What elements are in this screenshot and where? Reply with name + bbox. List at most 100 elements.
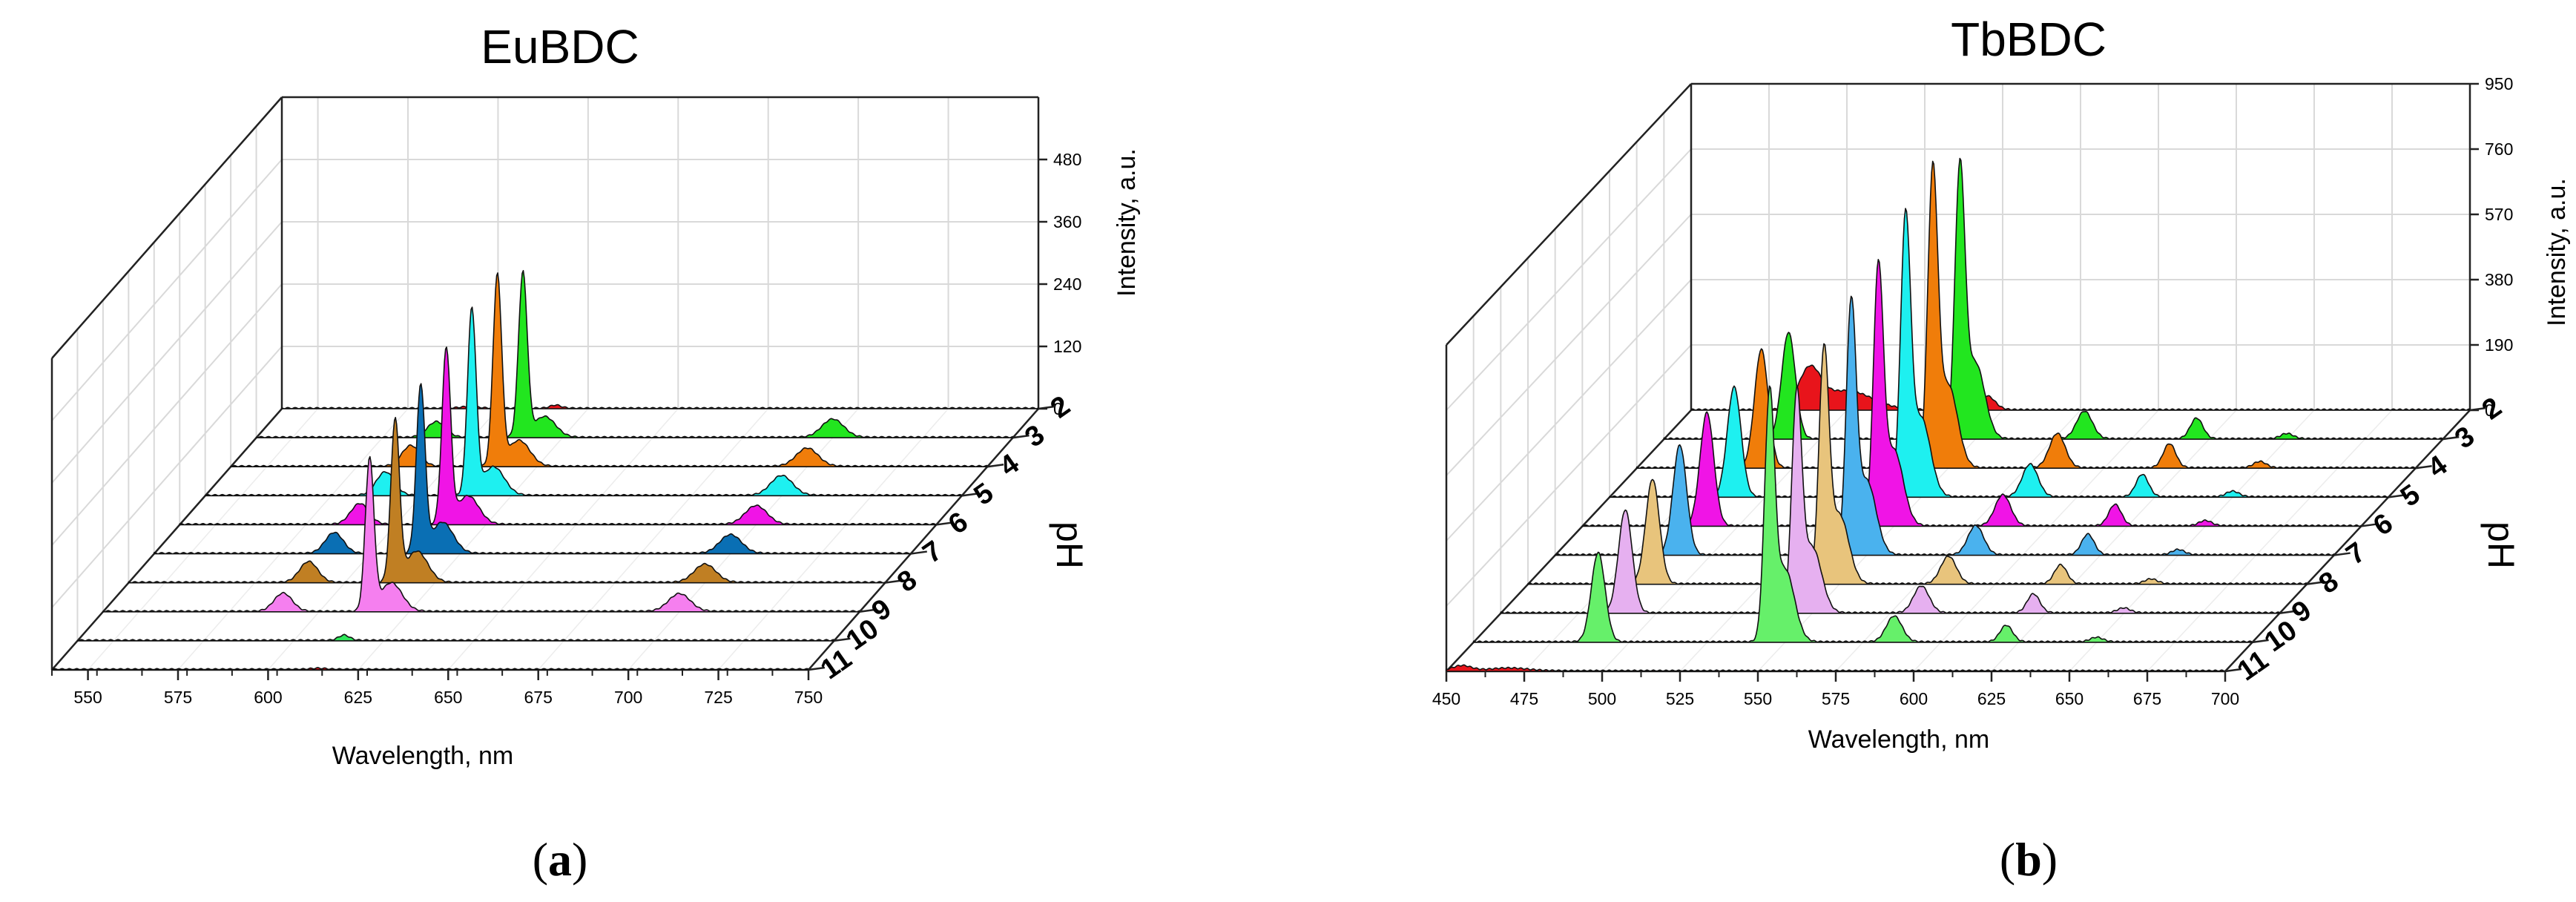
y-ticks: 0 120 240 360 480 xyxy=(1038,150,1081,418)
x-tick-label: 600 xyxy=(254,688,282,707)
spectra xyxy=(1446,157,2471,672)
ph-tick-mark xyxy=(910,550,927,555)
x-ticks: 450 475 500 525 550 575 600 625 650 675 700 xyxy=(1432,671,2239,708)
spectrum-ph-5 xyxy=(204,306,963,497)
ph-tick-mark xyxy=(2252,639,2269,644)
axis-edge xyxy=(1446,83,1692,346)
ph-tick-mark xyxy=(986,463,1004,468)
grid-line xyxy=(267,408,498,671)
x-tick-label: 650 xyxy=(2055,689,2083,708)
y-tick-label: 480 xyxy=(1053,150,1081,169)
ph-tick-mark xyxy=(1038,405,1055,410)
ph-tick-label: 10 xyxy=(2259,615,2303,659)
x-tick-label: 725 xyxy=(704,688,732,707)
x-axis-label: Wavelength, nm xyxy=(1808,725,1989,754)
axis-frame xyxy=(50,96,1040,671)
grid-line xyxy=(177,408,409,671)
spectrum-ph-3 xyxy=(1663,157,2444,440)
x-tick-label: 475 xyxy=(1510,689,1538,708)
chart-title: TbBDC xyxy=(1951,13,2106,66)
grid-line xyxy=(1913,409,2159,672)
y-axis-label: Intensity, a.u. xyxy=(2543,178,2571,326)
ph-tick-mark xyxy=(2333,552,2351,556)
y-tick-label: 0 xyxy=(1053,399,1063,418)
ph-tick-mark xyxy=(2224,668,2242,673)
x-tick-label: 550 xyxy=(1744,689,1772,708)
x-tick-label: 450 xyxy=(1432,689,1460,708)
spectrum-ph-3 xyxy=(255,270,1014,438)
y-tick-label: 360 xyxy=(1053,212,1081,231)
ph-tick-mark xyxy=(808,666,826,671)
x-tick-label: 525 xyxy=(1666,689,1694,708)
grid-line xyxy=(51,159,283,421)
chart-panel-eubdc: 550 575 600 625 650 675 700 725 750 0 120 240 360 480… xyxy=(50,20,1141,886)
spectrum-ph-4 xyxy=(230,272,988,467)
spectrum-ph-7 xyxy=(154,383,912,555)
spectrum-ph-9 xyxy=(102,455,860,613)
y-tick-label: 240 xyxy=(1053,274,1081,294)
grid-line xyxy=(358,408,589,671)
axis-edge xyxy=(51,408,283,671)
ph-tick-mark xyxy=(2361,523,2378,527)
ph-tick-mark xyxy=(2415,464,2432,470)
x-tick-label: 575 xyxy=(164,688,192,707)
x-tick-label: 625 xyxy=(1977,689,2006,708)
y-ticks: 0 190 380 570 760 950 xyxy=(2470,74,2513,420)
axis-edge xyxy=(51,96,283,359)
x-tick-label: 675 xyxy=(524,688,553,707)
x-tick-label: 625 xyxy=(344,688,372,707)
spectrum-ph-8 xyxy=(128,417,886,584)
ph-tick-mark xyxy=(2279,610,2296,615)
ph-tick-mark xyxy=(2388,494,2405,498)
grid-line xyxy=(2069,409,2315,672)
ph-tick-mark xyxy=(859,608,877,613)
ph-tick-mark xyxy=(2442,435,2460,441)
y-tick-label: 950 xyxy=(2485,74,2513,93)
spectrum-ph-7 xyxy=(1554,295,2335,556)
grid-line xyxy=(51,221,283,484)
ph-axis xyxy=(808,408,1039,671)
x-tick-label: 575 xyxy=(1822,689,1850,708)
spectrum-ph-4 xyxy=(1635,160,2417,469)
panel-caption: (b) xyxy=(2000,833,2058,886)
grid xyxy=(51,96,1039,671)
x-tick-label: 600 xyxy=(1900,689,1928,708)
spectrum-ph-8 xyxy=(1527,343,2307,585)
spectrum-ph-9 xyxy=(1500,386,2281,614)
spectra xyxy=(51,270,1039,671)
y-tick-label: 380 xyxy=(2485,270,2513,289)
x-tick-label: 550 xyxy=(73,688,102,707)
ph-axis-label: pH xyxy=(2480,521,2522,569)
grid-line xyxy=(718,408,949,671)
spectrum-ph-6 xyxy=(179,346,937,526)
x-tick-label: 650 xyxy=(434,688,462,707)
panel-caption: (a) xyxy=(533,833,588,886)
grid-line xyxy=(1446,344,1692,607)
x-tick-label: 700 xyxy=(614,688,642,707)
spectrum-ph-10 xyxy=(1472,385,2253,643)
grid-line xyxy=(627,408,859,671)
grid-line xyxy=(1991,409,2237,672)
ph-tick-mark xyxy=(936,521,953,526)
y-axis-label: Intensity, a.u. xyxy=(1113,148,1141,297)
spectrum-ph-6 xyxy=(1581,259,2362,527)
grid-line xyxy=(1601,409,1848,672)
grid-line xyxy=(2147,409,2393,672)
y-tick-label: 190 xyxy=(2485,335,2513,355)
y-tick-label: 120 xyxy=(1053,337,1081,356)
y-tick-label: 0 xyxy=(2485,401,2494,420)
grid-line xyxy=(88,408,319,671)
x-axis-label: Wavelength, nm xyxy=(332,742,513,770)
spectrum-ph-11 xyxy=(1446,664,2226,672)
chart-title: EuBDC xyxy=(481,20,639,73)
grid-line xyxy=(538,408,769,671)
ph-axis-label: pH xyxy=(1049,521,1090,569)
ph-tick-mark xyxy=(2306,581,2324,585)
ph-tick-label: 11 xyxy=(2232,645,2274,687)
y-tick-label: 570 xyxy=(2485,205,2513,224)
spectrum-ph-2 xyxy=(1690,364,2471,411)
spectrum-ph-10 xyxy=(76,633,835,642)
x-tick-label: 675 xyxy=(2133,689,2161,708)
spectrum-ph-11 xyxy=(51,667,809,671)
